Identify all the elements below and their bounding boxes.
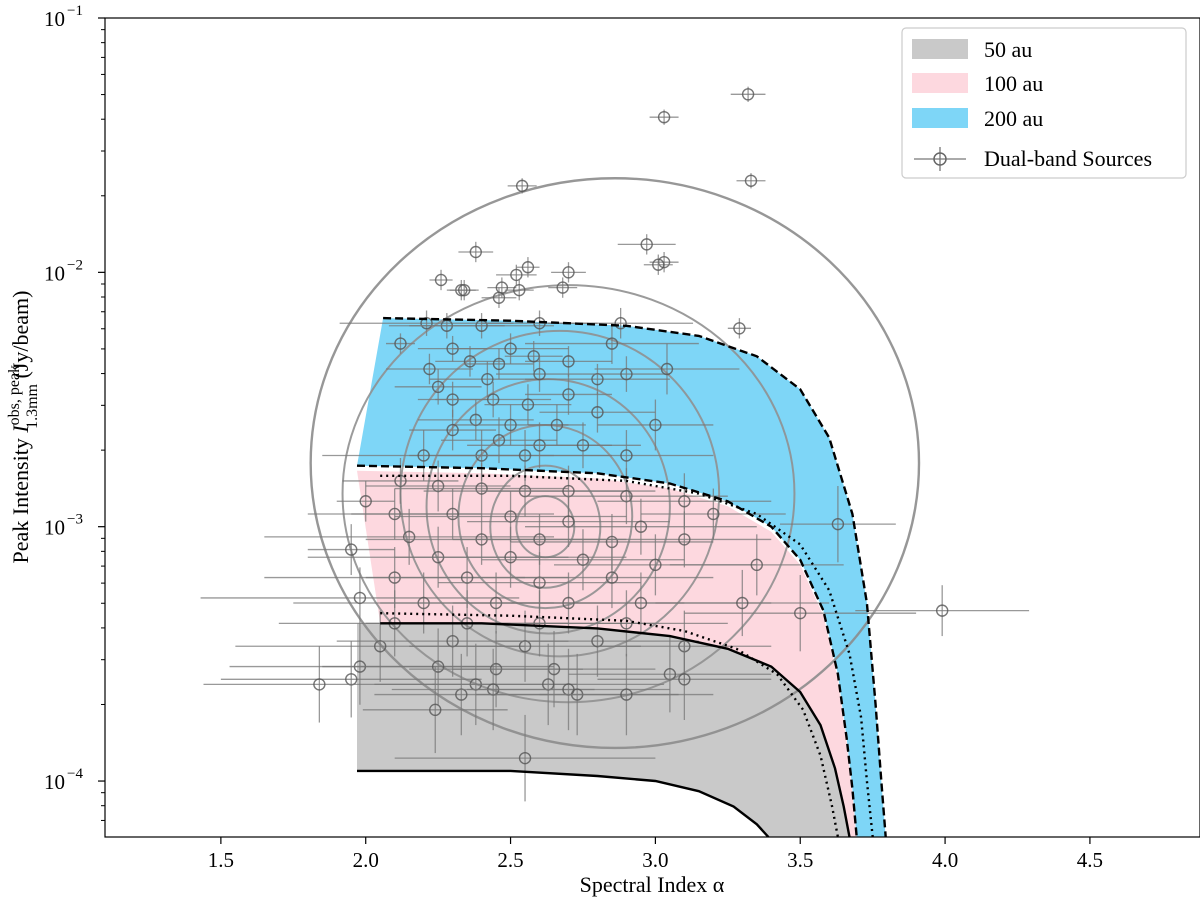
y-tick-exponent: −1 (67, 3, 83, 19)
data-point (527, 404, 586, 446)
data-point (458, 241, 494, 263)
data-point (351, 488, 555, 540)
model-curve-50au-lower (357, 769, 770, 837)
data-point (362, 666, 508, 754)
data-point (597, 511, 772, 568)
x-tick-label: 1.5 (208, 848, 234, 872)
x-tick-label: 4.5 (1077, 848, 1103, 872)
data-points (200, 86, 1030, 802)
axes (104, 17, 1200, 838)
data-point (643, 254, 673, 275)
y-axis-label-superscript: obs, peak (6, 365, 23, 425)
data-point (779, 486, 896, 563)
data-point (481, 287, 517, 308)
legend-marker-dual-band (914, 147, 966, 171)
legend-swatch-50au (912, 39, 968, 59)
data-point (452, 333, 569, 364)
data-point (855, 585, 1030, 637)
density-contour-1 (309, 177, 921, 750)
data-point (649, 252, 679, 273)
data-point (516, 257, 540, 278)
legend-label-50au: 50 au (984, 37, 1032, 62)
data-point (525, 422, 641, 469)
y-tick-label: 10 (44, 516, 65, 540)
x-tick-label: 3.5 (787, 848, 813, 872)
band-50au (357, 623, 850, 837)
data-point (264, 508, 555, 565)
legend-swatch-100au (912, 73, 968, 93)
data-point (394, 463, 569, 514)
data-point (385, 333, 415, 354)
data-point (307, 524, 395, 576)
data-point (548, 277, 578, 298)
data-point (322, 628, 555, 705)
y-axis-label: Peak Intensity Iobs, peak1.3mm (Jy/beam) (6, 291, 41, 564)
data-point (640, 488, 786, 540)
x-tick-label: 3.0 (642, 848, 668, 872)
y-tick-exponent: −4 (67, 766, 83, 782)
x-ticks: 1.5 2.0 2.5 3.0 3.5 4.0 4.5 (208, 837, 1103, 872)
data-point (504, 279, 534, 301)
plot-frame (104, 17, 1200, 838)
y-tick-label: 10 (44, 7, 65, 31)
y-ticks: 10−110−210−310−4 (44, 3, 105, 821)
data-point (449, 279, 479, 301)
model-curve-200au-upper (383, 316, 887, 837)
x-tick-label: 2.0 (353, 848, 379, 872)
data-point (551, 262, 586, 283)
data-point (429, 269, 453, 291)
data-point (429, 361, 546, 397)
legend: 50 au 100 au 200 au Dual-band Sources (901, 27, 1187, 179)
x-tick-label: 2.5 (497, 848, 523, 872)
model-curves (356, 316, 887, 837)
y-tick-exponent: −2 (67, 257, 83, 273)
data-point (736, 173, 766, 189)
data-point (203, 646, 436, 723)
data-point (487, 277, 517, 298)
data-point (684, 575, 917, 652)
data-point (582, 356, 670, 392)
x-tick-label: 4.0 (932, 848, 958, 872)
data-point (617, 234, 676, 255)
model-curve-50au-upper (380, 622, 851, 837)
data-point (727, 318, 751, 339)
y-tick-label: 10 (44, 261, 65, 285)
legend-label-200au: 200 au (984, 106, 1043, 131)
y-tick-exponent: −3 (67, 512, 83, 528)
data-point (594, 343, 740, 395)
y-tick-label: 10 (44, 770, 65, 794)
legend-label-100au: 100 au (984, 71, 1043, 96)
data-point (597, 399, 714, 451)
data-point (525, 590, 728, 657)
data-point (435, 346, 505, 377)
data-point (394, 369, 482, 405)
data-point (730, 86, 766, 102)
data-point (336, 480, 395, 522)
model-curve-200au-lower (356, 464, 858, 837)
data-point (669, 534, 844, 596)
data-point (548, 307, 694, 339)
data-point (394, 714, 656, 802)
data-point (649, 109, 679, 125)
legend-swatch-200au (912, 108, 968, 128)
legend-label-dual-band: Dual-band Sources (984, 146, 1152, 171)
data-point (539, 653, 714, 736)
data-point (539, 391, 656, 433)
y-axis-label-main: Peak Intensity (8, 433, 33, 564)
data-point (507, 178, 537, 194)
data-point (525, 498, 757, 555)
y-axis-label-unit: (Jy/beam) (8, 291, 33, 384)
y-axis-label-symbol: I (8, 424, 33, 434)
data-point (525, 323, 699, 364)
legend-box (901, 27, 1187, 179)
data-point (496, 264, 537, 286)
data-point (510, 547, 714, 609)
x-axis-label: Spectral Index α (580, 872, 725, 897)
y-axis-label-subscript: 1.3mm (24, 383, 41, 428)
model-curve-dotted-2 (380, 612, 840, 837)
